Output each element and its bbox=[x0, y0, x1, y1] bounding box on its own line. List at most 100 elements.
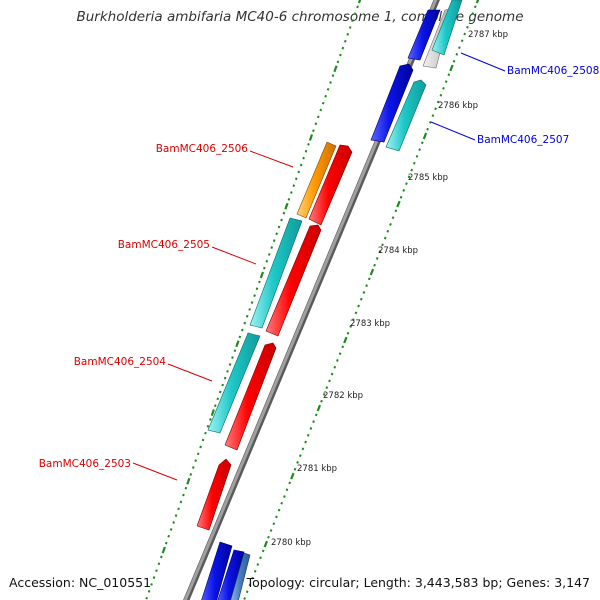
outer-scale-minor-tick bbox=[359, 297, 363, 301]
gene-arrow-bottom-blue-1[interactable] bbox=[200, 541, 233, 600]
outer-scale-minor-tick bbox=[288, 481, 292, 485]
inner-scale-minor-tick bbox=[213, 404, 217, 408]
outer-scale-minor-tick bbox=[245, 590, 249, 594]
gene-arrow-2504[interactable] bbox=[224, 342, 277, 451]
inner-scale-minor-tick bbox=[297, 170, 301, 174]
gene-arrow-2505-cyan[interactable] bbox=[249, 217, 303, 329]
inner-scale-major-tick bbox=[186, 477, 191, 485]
inner-scale-minor-tick bbox=[299, 163, 303, 167]
outer-scale-minor-tick bbox=[251, 576, 254, 580]
outer-scale-major-tick bbox=[263, 540, 269, 548]
tick-label-2786: 2786 kbp bbox=[438, 101, 478, 111]
outer-scale-minor-tick bbox=[389, 223, 392, 226]
inner-scale-minor-tick bbox=[204, 431, 207, 435]
inner-scale-minor-tick bbox=[167, 534, 171, 538]
outer-scale-minor-tick bbox=[460, 39, 464, 43]
outer-scale-minor-tick bbox=[402, 189, 406, 192]
outer-scale-minor-tick bbox=[267, 535, 270, 539]
gene-arrow-2503[interactable] bbox=[196, 458, 232, 531]
inner-scale-minor-tick bbox=[294, 177, 298, 181]
outer-scale-minor-tick bbox=[447, 73, 451, 77]
inner-scale-minor-tick bbox=[240, 328, 244, 332]
gene-arrow-bottom-steel[interactable] bbox=[229, 552, 251, 600]
inner-scale-major-tick bbox=[357, 0, 362, 4]
gene-arrow-2508-cyan-top[interactable] bbox=[431, 0, 463, 56]
inner-scale-minor-tick bbox=[353, 12, 357, 16]
gene-arrow-2508-blue[interactable] bbox=[407, 9, 441, 61]
gene-label-2504[interactable]: BamMC406_2504 bbox=[74, 356, 167, 368]
outer-scale-minor-tick bbox=[296, 461, 299, 464]
inner-scale-minor-tick bbox=[184, 486, 188, 490]
gene-arrow-2506-orange[interactable] bbox=[296, 141, 337, 219]
outer-scale-minor-tick bbox=[420, 141, 424, 145]
tick-label-2787: 2787 kbp bbox=[468, 30, 508, 40]
outer-scale-minor-tick bbox=[463, 32, 467, 36]
gene-label-2506[interactable]: BamMC406_2506 bbox=[156, 143, 249, 155]
outer-scale-minor-tick bbox=[405, 182, 408, 186]
inner-scale-major-tick bbox=[284, 202, 289, 210]
gene-arrow-2507-cyan[interactable] bbox=[385, 79, 427, 152]
gene-label-2508[interactable]: BamMC406_2508 bbox=[507, 65, 599, 77]
outer-scale-minor-tick bbox=[304, 440, 307, 444]
label-leaders bbox=[132, 52, 506, 481]
inner-scale-minor-tick bbox=[329, 81, 332, 84]
inner-scale-major-tick bbox=[259, 271, 265, 279]
tick-label-2782: 2782 kbp bbox=[323, 391, 363, 401]
outer-scale-minor-tick bbox=[336, 359, 339, 362]
inner-scale-minor-tick bbox=[199, 445, 202, 449]
outer-scale-minor-tick bbox=[261, 549, 265, 553]
outer-scale-minor-tick bbox=[354, 311, 358, 315]
outer-scale-minor-tick bbox=[399, 195, 403, 199]
inner-scale-minor-tick bbox=[216, 397, 220, 401]
gene-arrow-2506[interactable] bbox=[308, 144, 353, 226]
inner-scale-minor-tick bbox=[243, 321, 247, 325]
outer-scale-minor-tick bbox=[280, 501, 284, 505]
inner-scale-minor-tick bbox=[179, 500, 183, 504]
outer-scale-minor-tick bbox=[428, 121, 432, 124]
gene-arrow-2507-blue[interactable] bbox=[370, 63, 414, 143]
inner-scale-minor-tick bbox=[253, 294, 256, 298]
inner-scale-minor-tick bbox=[343, 39, 347, 43]
outer-scale-minor-tick bbox=[383, 236, 387, 240]
gene-label-2507[interactable]: BamMC406_2507 bbox=[477, 134, 569, 146]
inner-scale-minor-tick bbox=[351, 19, 354, 23]
gene-label-2503[interactable]: BamMC406_2503 bbox=[39, 458, 131, 470]
outer-scale-minor-tick bbox=[431, 114, 435, 117]
inner-scale-minor-tick bbox=[346, 32, 350, 36]
outer-scale-minor-tick bbox=[468, 19, 472, 22]
outer-scale-minor-tick bbox=[426, 127, 429, 131]
gene-arrow-2505[interactable] bbox=[265, 224, 322, 337]
inner-scale-minor-tick bbox=[356, 5, 359, 9]
leader-2504 bbox=[167, 363, 213, 382]
inner-scale-minor-tick bbox=[245, 314, 249, 318]
gene-label-2505[interactable]: BamMC406_2505 bbox=[118, 239, 210, 251]
outer-scale-minor-tick bbox=[381, 243, 384, 247]
outer-scale-major-tick bbox=[369, 268, 375, 276]
inner-scale-minor-tick bbox=[233, 349, 237, 353]
inner-scale-major-tick bbox=[210, 409, 215, 416]
outer-scale-minor-tick bbox=[378, 250, 382, 254]
inner-scale-minor-tick bbox=[292, 184, 296, 188]
leader-2503 bbox=[132, 462, 178, 481]
gene-arrow-bottom-blue-2[interactable] bbox=[216, 549, 245, 600]
inner-scale-minor-tick bbox=[177, 507, 180, 511]
outer-scale-major-tick bbox=[449, 64, 454, 72]
outer-scale-minor-tick bbox=[471, 12, 475, 15]
outer-scale-minor-tick bbox=[386, 229, 390, 233]
inner-scale-minor-tick bbox=[314, 122, 318, 126]
inner-scale-minor-tick bbox=[248, 308, 251, 311]
inner-scale-minor-tick bbox=[263, 266, 266, 270]
inner-scale-major-tick bbox=[333, 65, 338, 73]
inner-scale-minor-tick bbox=[272, 239, 276, 243]
outer-scale-minor-tick bbox=[275, 515, 278, 519]
inner-scale-minor-tick bbox=[290, 191, 293, 194]
inner-scale-minor-tick bbox=[145, 596, 148, 600]
inner-scale-minor-tick bbox=[191, 466, 195, 469]
tick-label-2783: 2783 kbp bbox=[350, 319, 390, 329]
outer-scale-minor-tick bbox=[434, 107, 437, 111]
tick-label-2784: 2784 kbp bbox=[378, 246, 418, 256]
outer-scale-major-tick bbox=[316, 404, 322, 412]
outer-scale-minor-tick bbox=[473, 5, 477, 9]
gene-arrow-2504-cyan[interactable] bbox=[207, 332, 261, 434]
inner-scale-major-tick bbox=[161, 546, 166, 554]
